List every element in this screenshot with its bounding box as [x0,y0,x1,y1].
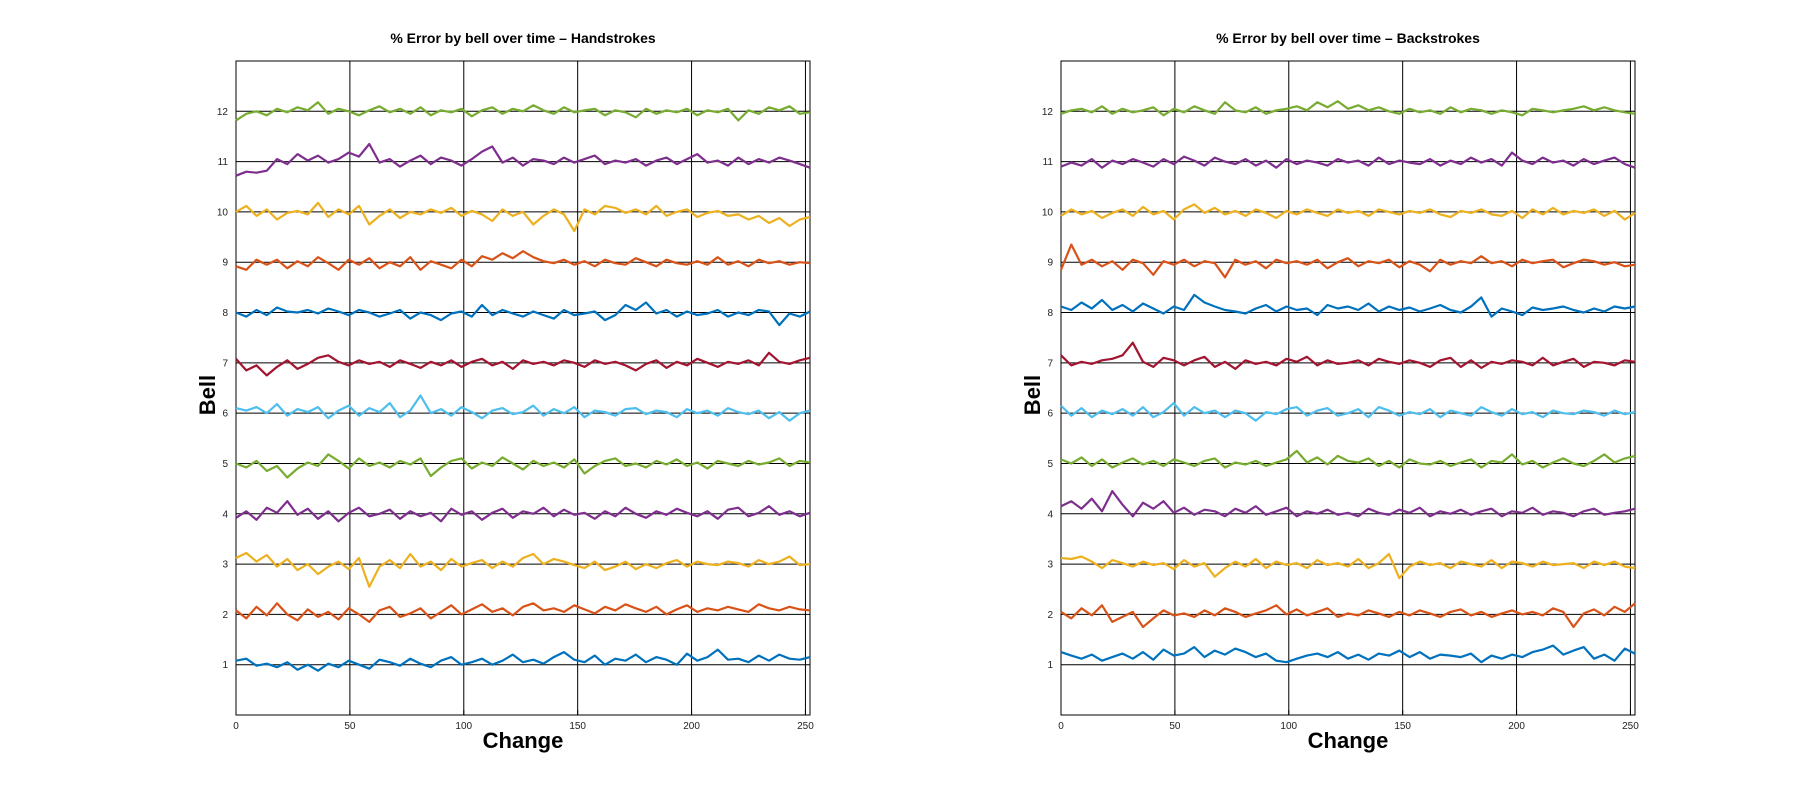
series-group-backstrokes [1059,100,1636,664]
series-line-bell-3 [1060,552,1636,580]
x-tick-label: 200 [683,721,700,732]
y-tick-label: 8 [1047,308,1053,319]
y-axis-label-backstrokes: Bell [1020,375,1045,415]
series-line-bell-12 [235,101,811,122]
y-tick-label: 6 [1047,409,1053,420]
series-line-bell-6 [1060,402,1636,422]
series-line-bell-1 [235,648,811,672]
series-group-handstrokes [235,101,811,672]
series-line-bell-8 [1060,293,1636,318]
y-tick-label: 5 [222,459,228,470]
series-line-bell-7 [1060,341,1636,370]
y-tick-label: 11 [218,157,229,168]
series-line-bell-9 [235,250,811,271]
y-tick-label: 6 [222,409,228,420]
y-tick-label: 3 [1047,560,1053,571]
chart-title-backstrokes: % Error by bell over time – Backstrokes [1216,30,1480,46]
series-line-bell-5 [235,453,811,479]
series-line-bell-8 [235,301,811,327]
y-tick-label: 3 [222,560,228,571]
series-line-bell-4 [235,500,811,523]
series-line-bell-6 [235,394,811,422]
y-tick-label: 9 [1047,258,1053,269]
x-axis-label-backstrokes: Change [1308,728,1389,753]
x-tick-label: 100 [455,721,472,732]
chart-title-handstrokes: % Error by bell over time – Handstrokes [390,30,656,46]
x-tick-label: 50 [1169,721,1181,732]
series-line-bell-9 [1059,243,1636,279]
y-tick-label: 12 [217,107,229,118]
x-tick-labels-handstrokes: 0 50 100 150 200 250 [233,721,814,732]
x-tick-label: 0 [1058,721,1064,732]
series-line-bell-5 [1060,449,1636,469]
plot-area-backstrokes [1060,60,1636,716]
x-tick-label: 200 [1508,721,1525,732]
y-tick-label: 12 [1042,107,1054,118]
y-tick-label: 10 [217,207,229,218]
y-tick-label: 1 [222,660,228,671]
y-tick-label: 4 [222,509,228,520]
series-line-bell-1 [1060,644,1636,664]
x-tick-labels-backstrokes: 0 50 100 150 200 250 [1058,721,1639,732]
y-tick-label: 7 [222,358,228,369]
x-tick-label: 150 [1394,721,1411,732]
y-tick-label: 5 [1047,459,1053,470]
y-tick-label: 8 [222,308,228,319]
y-axis-label-handstrokes: Bell [195,375,220,415]
series-line-bell-10 [1060,203,1636,221]
series-line-bell-3 [235,551,811,588]
series-line-bell-11 [1060,151,1636,169]
series-line-bell-2 [235,602,811,624]
x-tick-label: 150 [569,721,586,732]
series-line-bell-2 [1060,602,1636,629]
x-tick-label: 50 [344,721,356,732]
series-line-bell-4 [1060,490,1636,518]
y-tick-label: 4 [1047,509,1053,520]
series-line-bell-12 [1060,100,1636,117]
y-tick-label: 9 [222,258,228,269]
x-axis-label-handstrokes: Change [483,728,564,753]
x-tick-label: 250 [797,721,814,732]
x-tick-label: 250 [1622,721,1639,732]
y-tick-label: 11 [1043,157,1054,168]
y-tick-label: 7 [1047,358,1053,369]
series-line-bell-11 [235,142,811,177]
y-tick-label: 1 [1047,660,1053,671]
y-tick-label: 2 [1047,610,1053,621]
x-tick-label: 0 [233,721,239,732]
y-tick-label: 2 [222,610,228,621]
series-line-bell-10 [235,201,811,233]
x-tick-label: 100 [1280,721,1297,732]
series-line-bell-7 [235,351,811,377]
y-tick-label: 10 [1042,207,1054,218]
